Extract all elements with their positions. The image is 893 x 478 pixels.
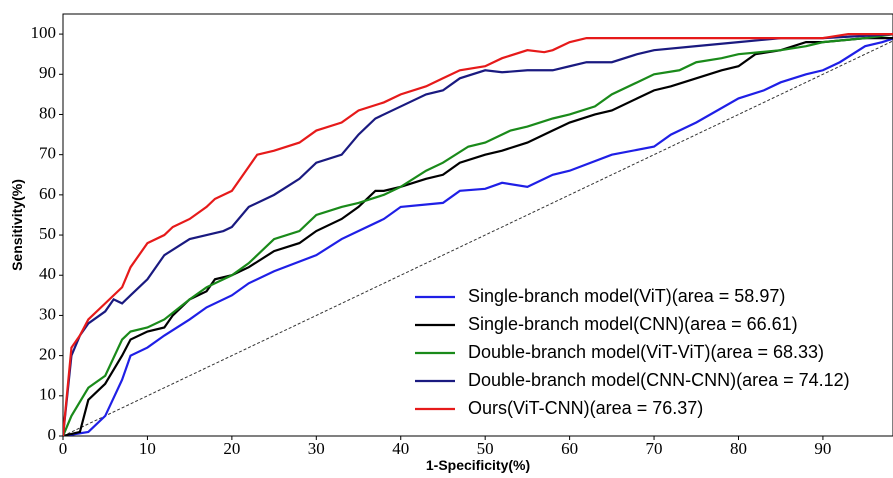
y-tick-label: 0 [48, 425, 57, 444]
y-tick-label: 10 [39, 385, 56, 404]
legend-label: Single-branch model(ViT)(area = 58.97) [468, 286, 785, 306]
y-axis-label: Sensitivity(%) [9, 179, 25, 271]
roc-line [63, 32, 893, 436]
roc-line [63, 37, 893, 436]
x-tick-label: 50 [477, 439, 494, 458]
x-tick-label: 10 [139, 439, 156, 458]
x-tick-label: 60 [561, 439, 578, 458]
diagonal-line [63, 40, 893, 436]
y-tick-label: 70 [39, 144, 56, 163]
roc-line [63, 37, 893, 436]
x-tick-label: 40 [392, 439, 409, 458]
y-tick-label: 80 [39, 103, 56, 122]
y-tick-label: 50 [39, 224, 56, 243]
legend-label: Double-branch model(ViT-ViT)(area = 68.3… [468, 342, 824, 362]
y-tick-label: 30 [39, 304, 56, 323]
x-axis-label: 1-Specificity(%) [426, 457, 530, 473]
legend-label: Double-branch model(CNN-CNN)(area = 74.1… [468, 370, 850, 390]
roc-line [63, 33, 893, 436]
roc-line [63, 33, 893, 436]
x-tick-label: 30 [308, 439, 325, 458]
legend-label: Ours(ViT-CNN)(area = 76.37) [468, 398, 703, 418]
x-tick-label: 70 [646, 439, 663, 458]
x-tick-label: 20 [223, 439, 240, 458]
x-tick-label: 0 [59, 439, 68, 458]
y-tick-label: 60 [39, 184, 56, 203]
y-tick-label: 20 [39, 345, 56, 364]
plot-frame [62, 13, 893, 437]
plot-area [63, 32, 893, 436]
y-tick-label: 100 [31, 23, 57, 42]
y-tick-label: 90 [39, 63, 56, 82]
x-tick-label: 80 [730, 439, 747, 458]
x-tick-label: 90 [814, 439, 831, 458]
y-tick-label: 40 [39, 264, 56, 283]
legend-label: Single-branch model(CNN)(area = 66.61) [468, 314, 798, 334]
